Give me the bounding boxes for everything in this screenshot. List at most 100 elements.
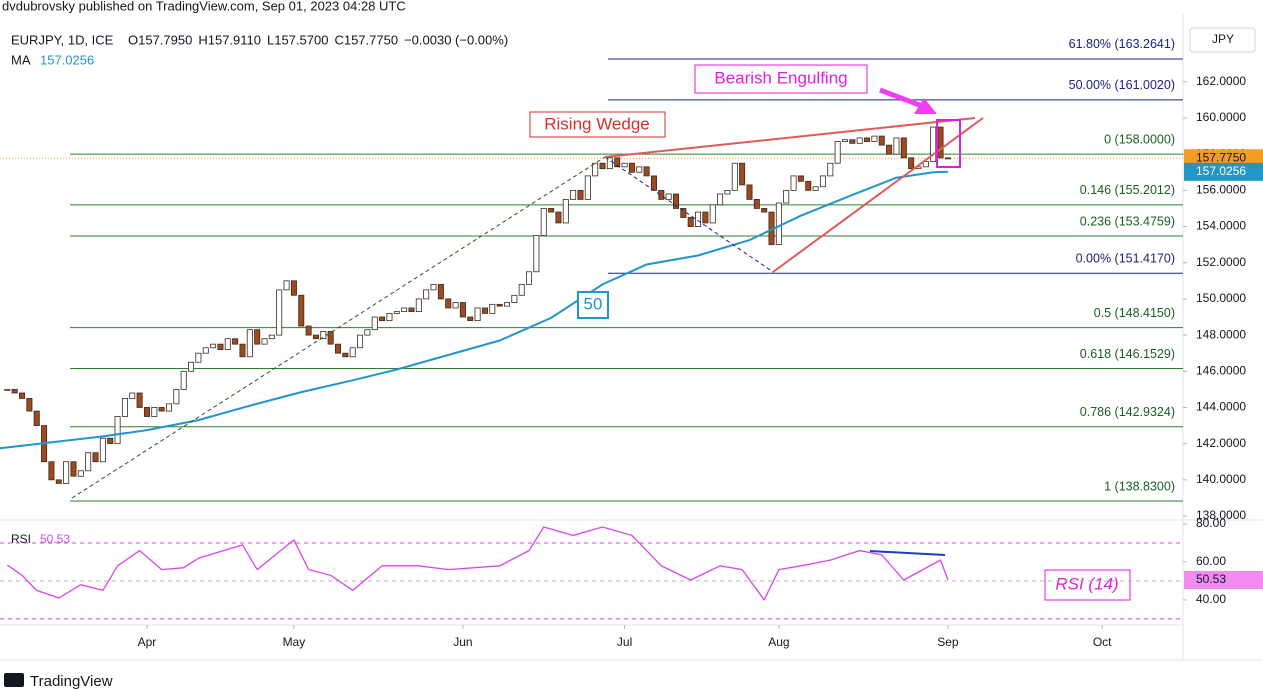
candle bbox=[783, 189, 790, 204]
y-tick-label: 140.0000 bbox=[1196, 472, 1246, 486]
price-tag-label: 157.7750 bbox=[1196, 150, 1246, 164]
plot: 61.80% (163.2641) 50.00% (161.0020) 0 (158… bbox=[0, 37, 1183, 502]
candle bbox=[481, 307, 488, 314]
y-tick-label: 162.0000 bbox=[1196, 74, 1246, 88]
candle bbox=[503, 302, 510, 307]
candle bbox=[871, 135, 878, 142]
y-tick-label: 60.00 bbox=[1196, 554, 1226, 568]
candle bbox=[401, 307, 408, 312]
fib-label: 1 (138.8300) bbox=[1104, 479, 1175, 493]
ohlc-item: L157.5700 bbox=[267, 32, 328, 47]
candle bbox=[687, 217, 694, 227]
arrow-head bbox=[914, 98, 937, 114]
candle bbox=[276, 289, 283, 336]
candle bbox=[584, 175, 591, 200]
candle bbox=[452, 302, 459, 309]
candle bbox=[717, 193, 724, 206]
currency-box[interactable] bbox=[1189, 27, 1256, 53]
candle bbox=[908, 157, 915, 170]
annotation-box bbox=[1044, 569, 1131, 601]
brand: TradingView bbox=[30, 673, 113, 690]
price-tag bbox=[1184, 570, 1263, 589]
wedge-lower bbox=[772, 117, 984, 273]
ma-line bbox=[0, 170, 948, 450]
candle bbox=[900, 137, 907, 159]
candle bbox=[797, 175, 804, 182]
y-tick-label: 80.00 bbox=[1196, 516, 1226, 530]
x-tick-label: Sep bbox=[937, 635, 959, 649]
candle bbox=[55, 479, 62, 484]
x-tick-label: May bbox=[283, 635, 306, 649]
currency: JPY bbox=[1212, 32, 1234, 46]
ma-value: 157.0256 bbox=[40, 52, 94, 67]
candle bbox=[33, 410, 40, 426]
rsi-line bbox=[6, 526, 949, 602]
candle bbox=[70, 461, 77, 477]
y-tick-label: 150.0000 bbox=[1196, 291, 1246, 305]
candle bbox=[540, 208, 547, 236]
candle bbox=[511, 294, 518, 303]
candle bbox=[85, 452, 92, 472]
candle bbox=[856, 137, 863, 144]
candle bbox=[165, 403, 172, 412]
candle bbox=[805, 180, 812, 191]
candle bbox=[349, 347, 356, 358]
ohlc-item: H157.9110 bbox=[198, 32, 261, 47]
y-tick-label: 156.0000 bbox=[1196, 183, 1246, 197]
candle bbox=[548, 208, 555, 213]
x-tick-label: Apr bbox=[138, 635, 157, 649]
candle bbox=[731, 162, 738, 191]
candle bbox=[842, 139, 849, 142]
candle bbox=[739, 162, 746, 186]
candle bbox=[158, 407, 165, 412]
candle bbox=[246, 329, 253, 358]
candle bbox=[430, 284, 437, 291]
annotation: RSI (14) bbox=[1055, 574, 1118, 593]
y-tick-label: 40.00 bbox=[1196, 592, 1226, 606]
candle bbox=[724, 189, 731, 195]
x-tick-label: Aug bbox=[768, 635, 789, 649]
x-tick-label: Jul bbox=[617, 635, 632, 649]
candle bbox=[371, 316, 378, 331]
candle bbox=[312, 334, 319, 340]
y-tick-label: 142.0000 bbox=[1196, 436, 1246, 450]
candle bbox=[195, 352, 202, 363]
candle bbox=[533, 235, 540, 273]
candle bbox=[415, 298, 422, 312]
candle bbox=[151, 407, 158, 417]
candle bbox=[99, 437, 106, 463]
candle bbox=[121, 398, 128, 417]
candle bbox=[224, 338, 231, 350]
annotation-box bbox=[694, 64, 868, 94]
candle bbox=[290, 280, 297, 296]
y-tick-label: 154.0000 bbox=[1196, 219, 1246, 233]
candle bbox=[621, 162, 628, 168]
candle bbox=[467, 316, 474, 322]
candle bbox=[320, 331, 327, 340]
fib-label: 0.146 (155.2012) bbox=[1080, 183, 1175, 197]
candle bbox=[92, 452, 99, 463]
ohlc-item: −0.0030 (−0.00%) bbox=[404, 32, 508, 47]
y-tick-label: 138.0000 bbox=[1196, 508, 1246, 522]
price-tag bbox=[1184, 162, 1263, 181]
candle bbox=[143, 407, 150, 417]
candle bbox=[26, 398, 33, 412]
trend-dashed bbox=[604, 156, 774, 273]
x-tick-label: Oct bbox=[1093, 635, 1112, 649]
y-tick-label: 160.0000 bbox=[1196, 110, 1246, 124]
price-tag-label: 50.53 bbox=[1196, 572, 1226, 586]
candle bbox=[4, 388, 11, 391]
price-tag bbox=[1184, 149, 1263, 168]
candle bbox=[136, 392, 143, 408]
candle bbox=[636, 166, 643, 173]
candle bbox=[393, 311, 400, 314]
candle bbox=[357, 334, 364, 349]
candle bbox=[445, 298, 452, 309]
candle bbox=[562, 199, 569, 224]
candle bbox=[305, 325, 312, 336]
candle bbox=[364, 329, 371, 336]
candle bbox=[210, 343, 217, 349]
candle bbox=[283, 280, 290, 291]
candle bbox=[812, 186, 819, 191]
